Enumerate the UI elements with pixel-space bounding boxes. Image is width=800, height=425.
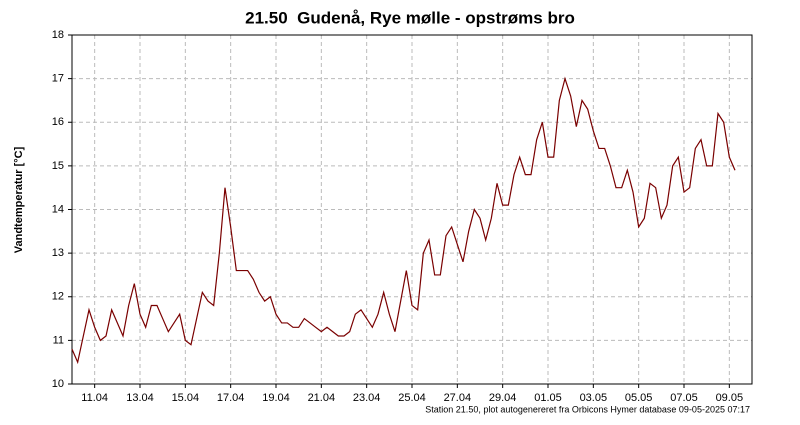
x-tick-label: 19.04 <box>262 392 290 404</box>
x-tick-label: 05.05 <box>625 392 653 404</box>
x-tick-label: 03.05 <box>580 392 608 404</box>
footnote: Station 21.50, plot autogenereret fra Or… <box>425 404 750 414</box>
y-tick-label: 14 <box>52 203 64 215</box>
y-tick-label: 11 <box>53 334 64 346</box>
x-tick-label: 15.04 <box>172 392 200 404</box>
y-tick-label: 15 <box>52 160 64 172</box>
y-tick-label: 18 <box>52 29 64 41</box>
x-tick-label: 21.04 <box>308 392 336 404</box>
x-tick-label: 01.05 <box>534 392 562 404</box>
chart-title: 21.50 Gudenå, Rye mølle - opstrøms bro <box>245 8 575 27</box>
y-tick-label: 10 <box>52 378 64 390</box>
plot-frame <box>71 34 753 385</box>
x-tick-label: 17.04 <box>217 392 245 404</box>
y-tick-label: 12 <box>52 291 64 303</box>
x-tick-label: 13.04 <box>126 392 154 404</box>
y-tick-label: 17 <box>52 73 64 85</box>
x-tick-label: 23.04 <box>353 392 381 404</box>
x-tick-label: 25.04 <box>398 392 426 404</box>
x-tick-label: 11.04 <box>81 392 108 404</box>
y-tick-label: 13 <box>52 247 64 259</box>
y-tick-label: 16 <box>52 116 64 128</box>
x-tick-label: 27.04 <box>444 392 472 404</box>
x-tick-label: 09.05 <box>716 392 744 404</box>
y-axis-label: Vandtemperatur [°C] <box>13 146 25 253</box>
data-line <box>71 76 736 365</box>
x-tick-label: 29.04 <box>489 392 517 404</box>
x-tick-label: 07.05 <box>670 392 698 404</box>
